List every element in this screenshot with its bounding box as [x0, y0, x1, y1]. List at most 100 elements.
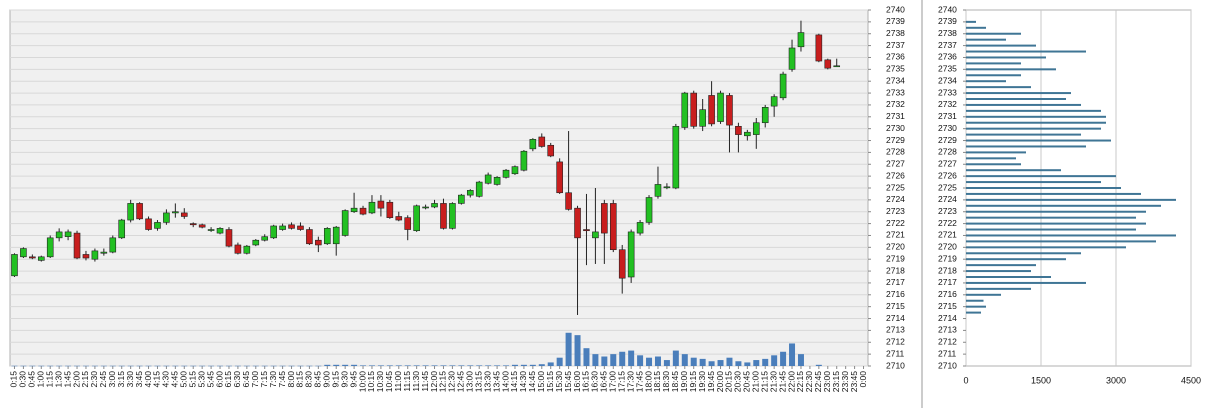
- y-tick-label: 2728: [886, 147, 905, 157]
- y-tick-label: 2725: [886, 182, 905, 192]
- profile-bar: [966, 187, 1121, 189]
- candle-body: [243, 245, 251, 254]
- x-tick-label: 6:30: [232, 371, 242, 388]
- candle-body: [341, 210, 349, 236]
- volume-bar: [368, 365, 375, 366]
- candle-body: [377, 200, 385, 209]
- x-tick-label: 8:45: [313, 371, 323, 388]
- x-tick-label: 11:30: [411, 371, 421, 392]
- y-tick-label: 2721: [886, 230, 905, 240]
- volume-bar: [556, 357, 563, 366]
- profile-bar: [966, 192, 1141, 195]
- y-tick-label: 2716: [886, 289, 905, 299]
- volume-bar: [306, 365, 313, 367]
- volume-bar: [252, 365, 259, 367]
- profile-bar: [966, 80, 1006, 83]
- candle-body: [189, 223, 197, 226]
- x-tick-label: 12:45: [456, 371, 466, 393]
- volume-bar: [538, 364, 545, 366]
- volume-bar: [583, 348, 590, 366]
- y-tick-label: 2738: [938, 28, 957, 38]
- candle-body: [556, 161, 563, 194]
- volume-bar: [225, 365, 232, 367]
- volume-bar: [377, 365, 384, 366]
- candle-body: [145, 218, 152, 230]
- profile-bar: [966, 103, 1081, 106]
- candle-body: [672, 125, 680, 189]
- candle-body: [180, 212, 188, 217]
- profile-bar: [966, 240, 1156, 243]
- candle-body: [163, 212, 170, 223]
- x-tick-label: 0:00: [858, 371, 868, 388]
- profile-bar: [966, 258, 1066, 261]
- y-tick-label: 2730: [886, 123, 905, 133]
- candle-body: [520, 150, 528, 171]
- y-tick-label: 2713: [938, 325, 957, 335]
- candle-body: [82, 254, 90, 259]
- profile-bar: [966, 276, 1051, 278]
- y-tick-label: 2725: [938, 182, 957, 192]
- x-tick-label: 4:30: [161, 371, 171, 388]
- profile-bar: [966, 169, 1061, 172]
- x-tick-label: 16:15: [581, 371, 591, 393]
- volume-bar: [360, 365, 367, 366]
- candle-body: [29, 256, 36, 259]
- x-tick-label: 14:30: [518, 371, 528, 393]
- profile-bar: [966, 252, 1081, 255]
- candle-body: [216, 228, 224, 234]
- volume-bar: [592, 354, 599, 366]
- volume-bar: [65, 365, 72, 367]
- volume-bar: [780, 351, 787, 366]
- volume-bar: [744, 362, 751, 366]
- y-tick-label: 2722: [938, 218, 957, 228]
- y-tick-label: 2721: [938, 230, 957, 240]
- candle-body: [172, 211, 179, 214]
- y-tick-label: 2715: [938, 301, 957, 311]
- y-tick-label: 2716: [938, 289, 957, 299]
- x-tick-label: 0:15: [9, 371, 19, 388]
- volume-bar: [681, 354, 688, 366]
- candle-body: [413, 205, 420, 232]
- candle-body: [779, 73, 787, 99]
- x-tick-label: 22:45: [813, 371, 823, 393]
- volume-bar: [789, 343, 796, 366]
- candle-body: [297, 225, 304, 230]
- volume-bar: [100, 365, 107, 367]
- volume-bar: [565, 332, 572, 366]
- candle-body: [797, 32, 805, 48]
- x-tick-label: 17:30: [625, 371, 635, 393]
- candle-body: [306, 229, 313, 245]
- x-tick-label: 16:30: [590, 371, 600, 393]
- volume-bar: [56, 365, 63, 367]
- candle-body: [118, 219, 126, 239]
- candle-body: [824, 59, 832, 69]
- candle-body: [359, 207, 367, 215]
- volume-bar: [288, 365, 295, 367]
- candle-body: [690, 92, 698, 127]
- y-tick-label: 2717: [886, 277, 905, 287]
- y-tick-label: 2724: [886, 194, 905, 204]
- profile-bar: [966, 121, 1106, 124]
- x-tick-label: 7:15: [259, 371, 269, 388]
- volume-bar: [494, 365, 501, 366]
- volume-bar: [690, 357, 697, 366]
- volume-bar: [404, 365, 411, 366]
- candle-body: [592, 231, 599, 239]
- volume-bar: [190, 365, 197, 367]
- profile-bar: [966, 293, 1001, 296]
- volume-bar: [503, 365, 510, 366]
- profile-bar: [966, 246, 1126, 249]
- volume-bar: [449, 365, 456, 366]
- y-tick-label: 2718: [886, 265, 905, 275]
- x-tick-label: 18:45: [670, 371, 680, 393]
- profile-bar: [966, 109, 1101, 112]
- candle-body: [100, 251, 108, 254]
- profile-bar: [966, 287, 1031, 290]
- volume-bar: [261, 365, 268, 367]
- volume-bar: [181, 365, 188, 367]
- volume-bar: [628, 350, 635, 366]
- volume-bar: [297, 365, 304, 367]
- candle-body: [735, 125, 742, 135]
- x-tick-label: 22:15: [795, 371, 805, 393]
- x-tick-label: 12:30: [447, 371, 457, 393]
